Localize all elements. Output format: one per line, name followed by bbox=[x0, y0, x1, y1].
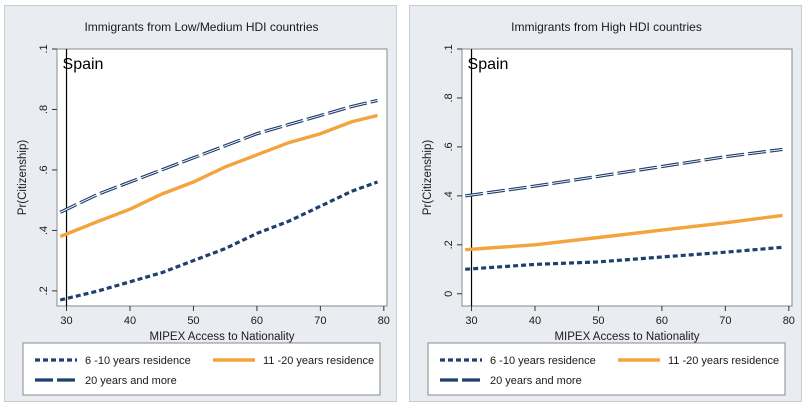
x-tick-label: 30 bbox=[60, 315, 72, 327]
legend-label: 11 -20 years residence bbox=[263, 355, 374, 367]
series-line-11-20-years-residence bbox=[465, 213, 783, 252]
y-tick-label: .2 bbox=[38, 286, 50, 295]
chart-panel-low-medium-hdi: Immigrants from Low/Medium HDI countries… bbox=[4, 5, 397, 402]
x-tick-label: 70 bbox=[719, 315, 731, 327]
x-tick-label: 50 bbox=[187, 315, 199, 327]
series-line-11-20-years-residence bbox=[59, 113, 378, 239]
y-tick-label: .2 bbox=[443, 240, 455, 249]
legend-label: 11 -20 years residence bbox=[668, 355, 779, 367]
x-tick-label: 70 bbox=[314, 315, 326, 327]
y-axis-label: Pr(Citizenship) bbox=[17, 140, 29, 216]
chart-title: Immigrants from High HDI countries bbox=[511, 20, 702, 34]
annotation-label: Spain bbox=[468, 56, 509, 73]
plot-area bbox=[56, 48, 388, 307]
y-tick-label: .4 bbox=[38, 226, 50, 235]
legend-label: 6 -10 years residence bbox=[85, 355, 191, 367]
x-axis-label: MIPEX Access to Nationality bbox=[149, 331, 294, 343]
chart-svg-1: Immigrants from High HDI countries 0 .2 .4.… bbox=[422, 20, 795, 396]
y-tick-label: .6 bbox=[38, 165, 50, 174]
y-tick-label: .1 bbox=[443, 44, 455, 53]
legend-label: 20 years and more bbox=[490, 375, 582, 387]
x-tick-label: 50 bbox=[592, 315, 604, 327]
series-line-6-10-years-residence bbox=[465, 245, 783, 271]
y-tick-label: .4 bbox=[443, 191, 455, 200]
series-line-highlight bbox=[60, 99, 378, 213]
y-tick-label: .8 bbox=[443, 93, 455, 102]
chart-svg-0: Immigrants from Low/Medium HDI countries… bbox=[17, 20, 390, 396]
plot-area bbox=[461, 48, 793, 307]
y-axis-label: Pr(Citizenship) bbox=[422, 140, 434, 216]
legend-label: 6 -10 years residence bbox=[490, 355, 596, 367]
x-tick-label: 80 bbox=[783, 315, 795, 327]
x-axis-label: MIPEX Access to Nationality bbox=[554, 331, 699, 343]
legend-box bbox=[22, 342, 381, 396]
y-tick-label: .8 bbox=[38, 105, 50, 114]
annotation-label: Spain bbox=[63, 56, 104, 73]
x-tick-label: 30 bbox=[465, 315, 477, 327]
y-tick-label: 0 bbox=[443, 291, 455, 297]
legend-label: 20 years and more bbox=[85, 375, 177, 387]
chart-panel-high-hdi: Immigrants from High HDI countries 0 .2 .4.… bbox=[409, 5, 802, 402]
x-tick-label: 40 bbox=[529, 315, 541, 327]
y-tick-label: .1 bbox=[38, 44, 50, 53]
chart-title: Immigrants from Low/Medium HDI countries bbox=[84, 20, 318, 34]
x-tick-label: 60 bbox=[656, 315, 668, 327]
x-tick-label: 40 bbox=[124, 315, 136, 327]
series-line-6-10-years-residence bbox=[59, 180, 379, 302]
legend-box bbox=[427, 342, 786, 396]
series-line-highlight bbox=[465, 148, 783, 197]
y-tick-label: .6 bbox=[443, 142, 455, 151]
x-tick-label: 60 bbox=[251, 315, 263, 327]
x-tick-label: 80 bbox=[378, 315, 390, 327]
